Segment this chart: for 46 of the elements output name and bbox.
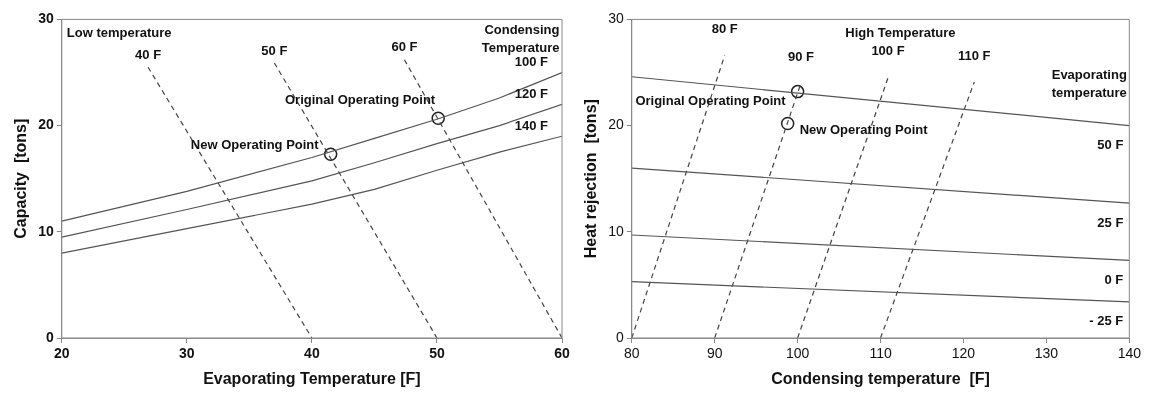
x-axis-title: Evaporating Temperature [F] [203, 369, 421, 387]
series-label: 60 F [391, 39, 418, 55]
series-label: Original Operating Point [284, 91, 436, 107]
x-tick-label: 60 [554, 345, 570, 362]
series-label: 120 F [514, 85, 549, 101]
y-axis-title: Capacity [tons] [12, 118, 30, 239]
series-label: 50 F [261, 42, 288, 58]
y-tick-label: 20 [608, 116, 624, 133]
annotation: High Temperature [845, 25, 956, 41]
x-tick-label: 120 [951, 345, 976, 362]
x-tick-label: 100 [785, 345, 810, 362]
y-tick-label: 10 [38, 222, 54, 239]
series-label: 100 F [514, 54, 549, 70]
series-label: 100 F [871, 43, 905, 59]
y-tick-label: 30 [608, 10, 624, 27]
x-tick-label: 130 [1034, 345, 1059, 362]
x-tick-label: 90 [706, 345, 723, 362]
series-label: 90 F [787, 48, 814, 64]
series-label: 80 F [711, 21, 738, 37]
y-axis-title: Heat rejection [tons] [582, 99, 600, 259]
series-label: 140 F [514, 117, 549, 133]
annotation: Condensing Temperature [481, 22, 560, 56]
x-axis-title: Condensing temperature [F] [771, 369, 990, 387]
x-tick-label: 40 [304, 345, 320, 362]
series-label: 25 F [1097, 214, 1124, 230]
y-tick-label: 0 [615, 328, 624, 345]
y-tick-label: 30 [38, 10, 54, 27]
series-label: New Operating Point [799, 122, 929, 138]
y-tick-label: 10 [608, 222, 624, 239]
series-label: 40 F [135, 46, 162, 62]
x-tick-label: 110 [869, 345, 892, 362]
x-tick-label: 140 [1117, 345, 1142, 362]
series-label: Original Operating Point [635, 93, 787, 109]
series-label: - 25 F [1089, 313, 1124, 329]
x-tick-label: 30 [179, 345, 195, 362]
y-tick-label: 20 [38, 116, 54, 133]
series-label: 110 F [957, 47, 991, 63]
x-tick-label: 20 [53, 345, 70, 362]
annotation: Evaporating temperature [1051, 66, 1127, 100]
series-label: 50 F [1097, 137, 1124, 153]
series-label: 0 F [1104, 272, 1124, 288]
x-tick-label: 50 [429, 345, 445, 362]
series-label: New Operating Point [190, 136, 320, 152]
annotation: Low temperature [66, 25, 172, 41]
y-tick-label: 0 [45, 328, 54, 345]
x-tick-label: 80 [623, 345, 640, 362]
